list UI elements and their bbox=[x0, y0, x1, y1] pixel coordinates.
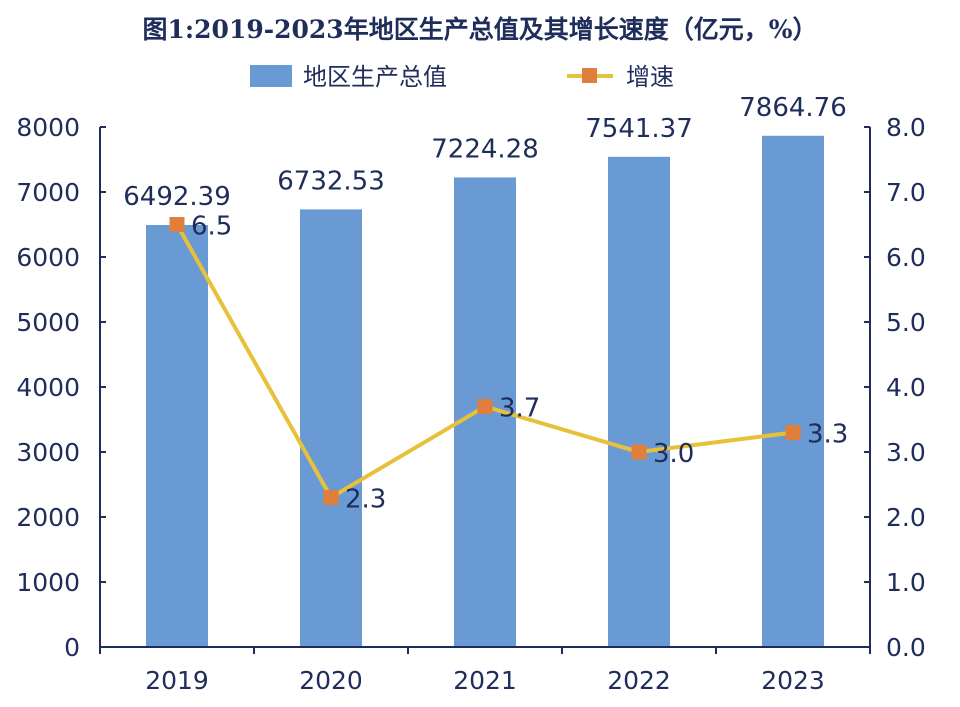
axes: 0 1000 2000 3000 4000 5000 6000 7000 8000 0.0 1.0 2… bbox=[16, 113, 925, 695]
y-right-tick-label: 1.0 bbox=[886, 568, 926, 597]
y-right-tick-label: 0.0 bbox=[886, 633, 926, 662]
y-left-tick-label: 1000 bbox=[16, 568, 80, 597]
x-tick-label: 2023 bbox=[761, 666, 825, 695]
bars bbox=[146, 135, 824, 648]
growth-line-series bbox=[169, 217, 801, 505]
growth-marker-2023 bbox=[785, 425, 801, 440]
chart-title: 图1:2019-2023年地区生产总值及其增长速度（亿元，%） bbox=[143, 15, 818, 44]
y-left-tick-label: 3000 bbox=[16, 438, 80, 467]
bar-2022 bbox=[608, 156, 670, 647]
y-left-tick-label: 4000 bbox=[16, 373, 80, 402]
y-right-tick-label: 4.0 bbox=[886, 373, 926, 402]
y-left-tick-label: 8000 bbox=[16, 113, 80, 142]
y-left-tick-label: 7000 bbox=[16, 178, 80, 207]
legend-label-bar: 地区生产总值 bbox=[303, 63, 447, 91]
bar-2020 bbox=[300, 209, 362, 647]
growth-value-label: 3.0 bbox=[653, 439, 694, 469]
growth-value-label: 3.3 bbox=[807, 420, 848, 450]
legend-swatch-bar bbox=[250, 65, 292, 87]
y-left-tick-label: 2000 bbox=[16, 503, 80, 532]
x-tick-label: 2021 bbox=[453, 666, 517, 695]
legend: 地区生产总值 增速 bbox=[250, 63, 674, 91]
y-right-tick-label: 5.0 bbox=[886, 308, 926, 337]
y-left-tick-label: 5000 bbox=[16, 308, 80, 337]
bar-value-label: 6732.53 bbox=[277, 166, 385, 196]
y-right-tick-label: 7.0 bbox=[886, 178, 926, 207]
x-tick-label: 2019 bbox=[145, 666, 209, 695]
y-right-tick-label: 6.0 bbox=[886, 243, 926, 272]
growth-marker-2019 bbox=[169, 217, 185, 232]
legend-label-line: 增速 bbox=[626, 63, 674, 91]
bar-value-label: 6492.39 bbox=[123, 182, 231, 212]
bar-value-label: 7864.76 bbox=[739, 93, 847, 123]
bar-value-label: 7541.37 bbox=[585, 114, 693, 144]
x-tick-label: 2022 bbox=[607, 666, 671, 695]
legend-swatch-marker bbox=[582, 68, 597, 83]
x-tick-label: 2020 bbox=[299, 666, 363, 695]
y-right-tick-label: 8.0 bbox=[886, 113, 926, 142]
growth-value-label: 2.3 bbox=[345, 485, 386, 515]
y-right-tick-label: 3.0 bbox=[886, 438, 926, 467]
growth-value-label: 6.5 bbox=[191, 212, 232, 242]
y-right-tick-label: 2.0 bbox=[886, 503, 926, 532]
data-labels: 6492.39 6732.53 7224.28 7541.37 7864.76 6.5 2.… bbox=[123, 93, 848, 515]
bar-value-label: 7224.28 bbox=[431, 134, 539, 164]
bar-2019 bbox=[146, 224, 208, 648]
bar-2023 bbox=[762, 135, 824, 648]
growth-marker-2021 bbox=[477, 399, 493, 414]
growth-marker-2022 bbox=[631, 444, 647, 460]
y-left-tick-label: 0 bbox=[64, 633, 80, 662]
growth-value-label: 3.7 bbox=[499, 394, 540, 424]
y-left-tick-label: 6000 bbox=[16, 243, 80, 272]
growth-marker-2020 bbox=[323, 490, 339, 505]
